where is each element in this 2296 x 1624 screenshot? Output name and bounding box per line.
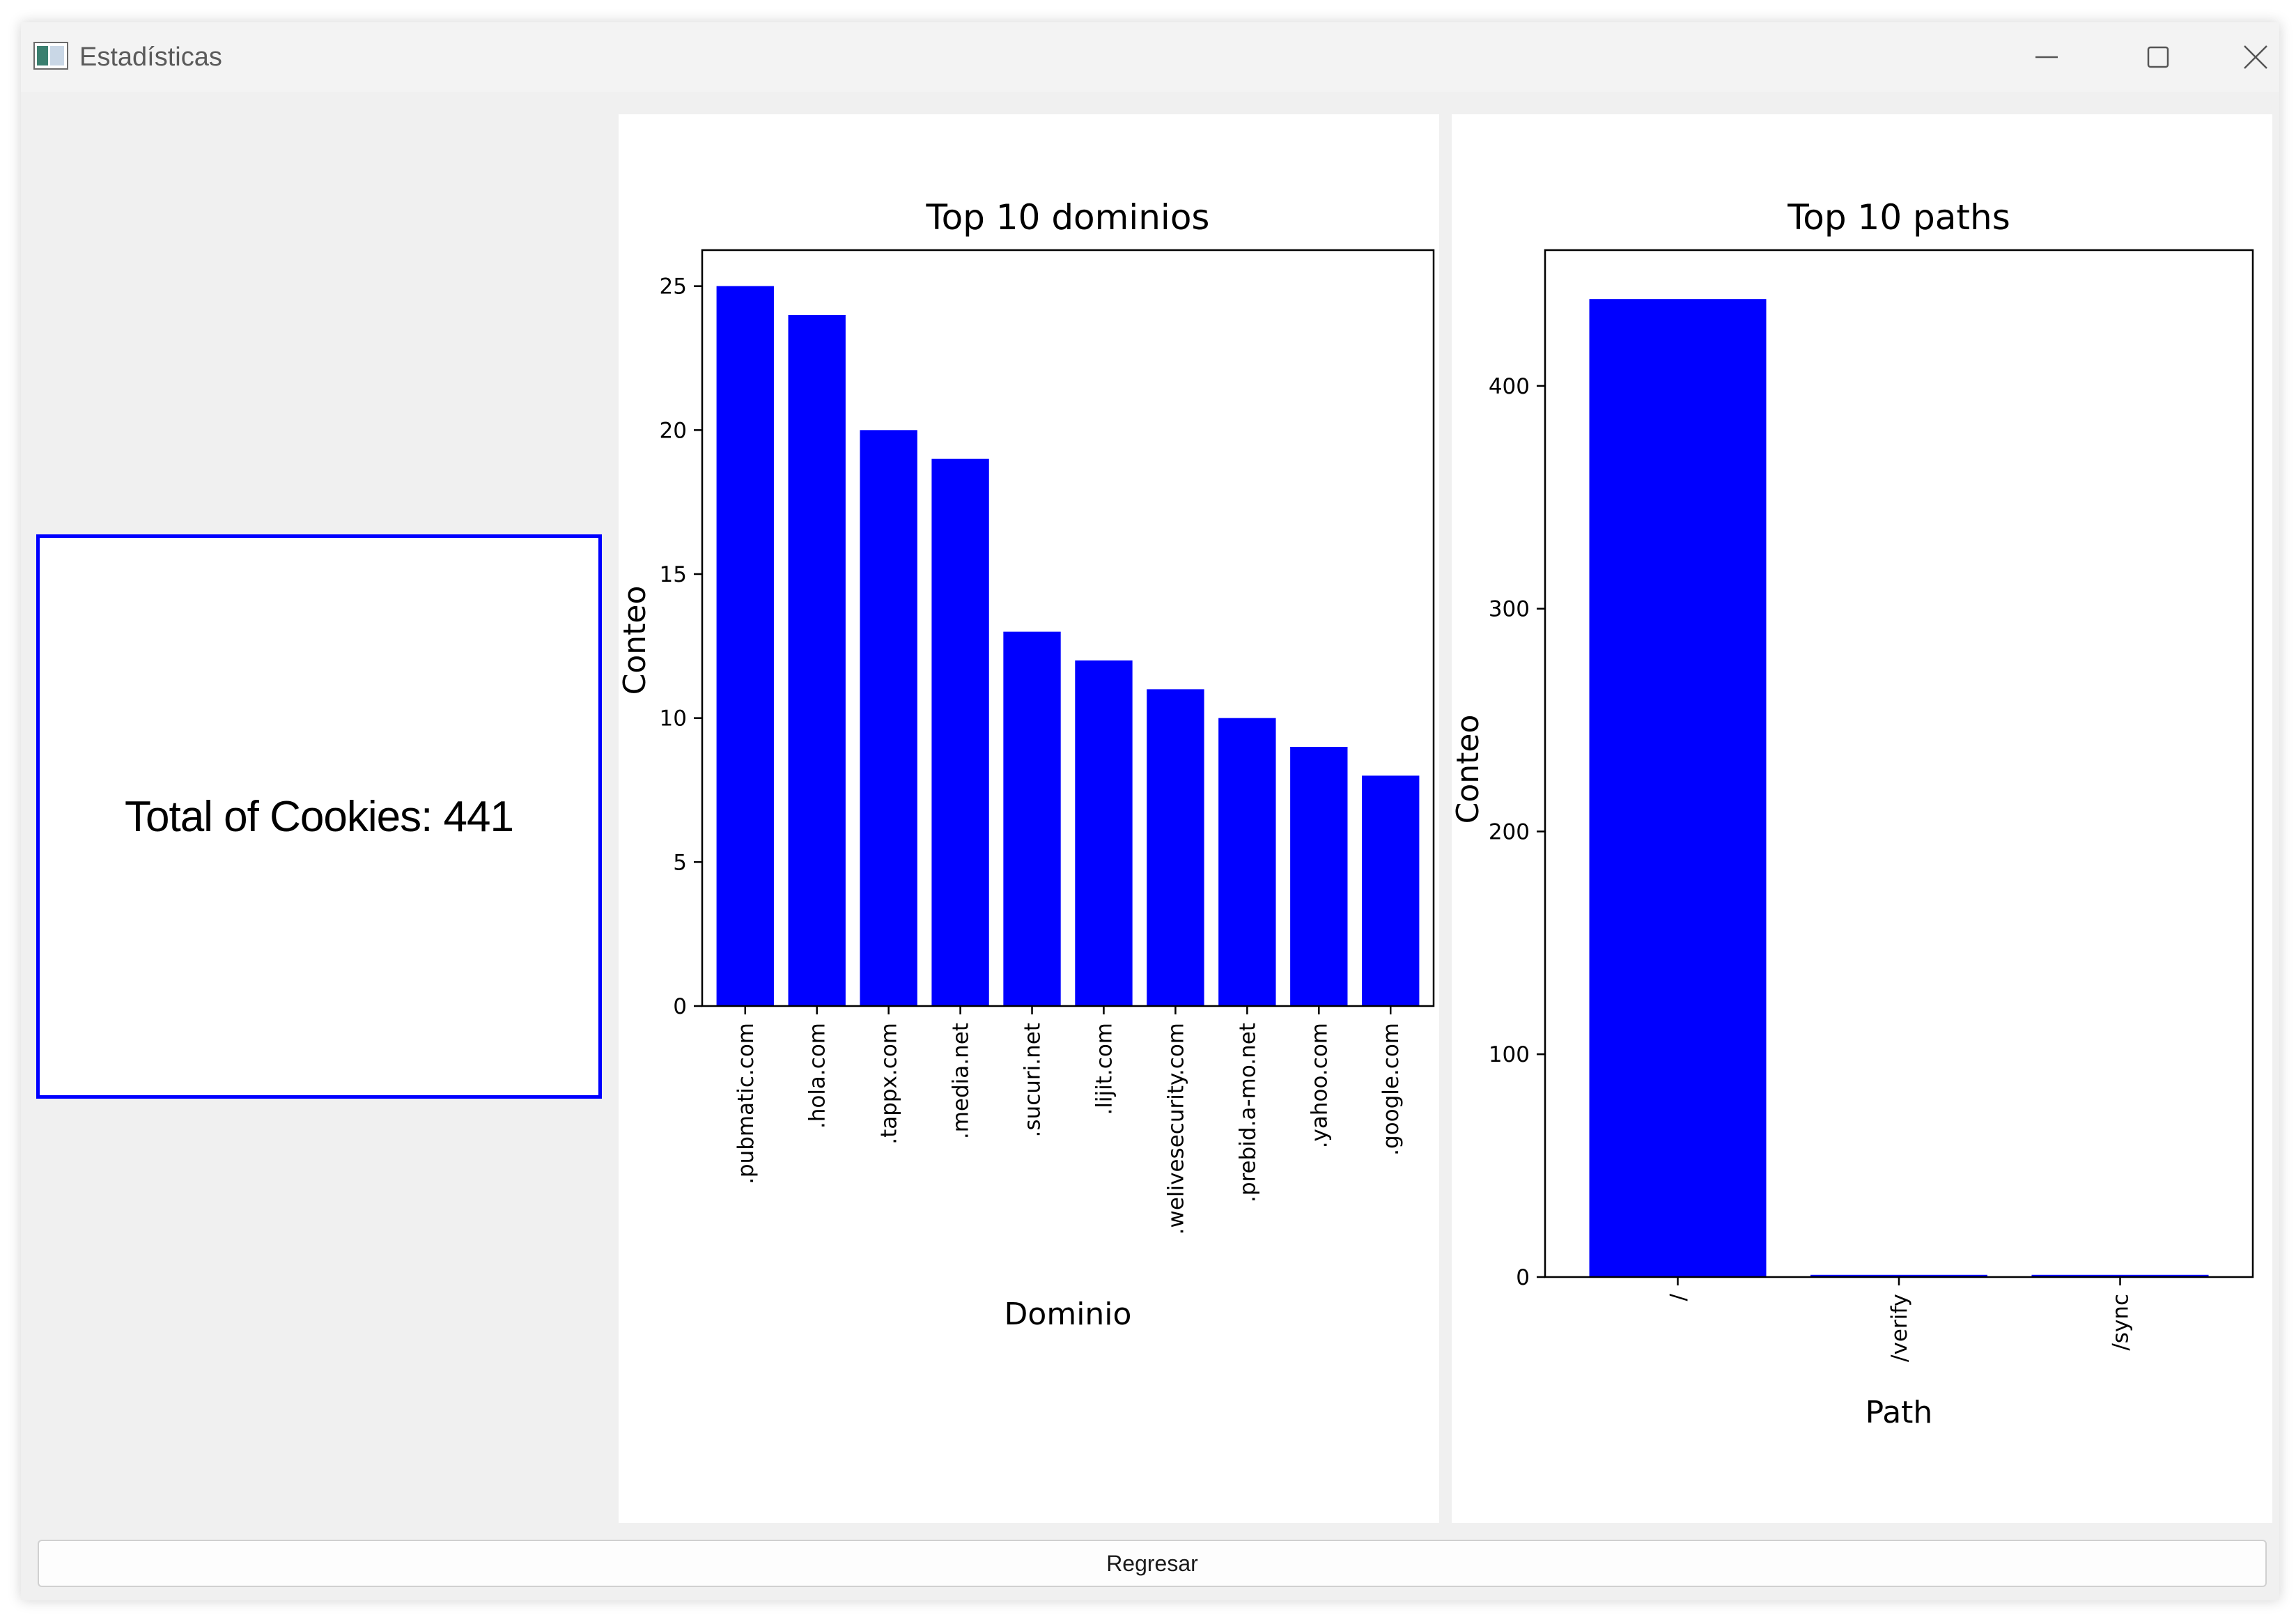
x-tick-label: .google.com [1379, 1023, 1404, 1156]
x-tick-label: .pubmatic.com [734, 1023, 759, 1184]
chart-bar [1003, 631, 1061, 1006]
chart-bar [2031, 1274, 2209, 1277]
x-tick-label: / [1666, 1293, 1691, 1301]
y-tick-label: 20 [660, 418, 687, 443]
chart-title: Top 10 dominios [926, 197, 1210, 238]
chart-bar [931, 458, 989, 1006]
chart-bar [1290, 747, 1348, 1006]
plot-frame [701, 249, 1435, 1007]
chart-bar [860, 430, 917, 1006]
minimize-button[interactable] [1991, 22, 2102, 92]
x-tick-label: .welivesecurity.com [1163, 1023, 1188, 1235]
title-bar: Estadísticas [21, 22, 2279, 92]
chart-bar [1075, 660, 1133, 1006]
chart-bar [1810, 1274, 1987, 1277]
close-button[interactable] [2200, 22, 2296, 92]
paths-chart-panel: Top 10 paths 0 100 200 300 400 / /verify/sync Pa… [1450, 114, 2272, 1523]
x-tick-label: /verify [1887, 1294, 1912, 1362]
x-tick-label: .lijit.com [1092, 1023, 1117, 1115]
x-tick-label: .hola.com [805, 1023, 830, 1129]
y-tick-label: 200 [1489, 819, 1530, 844]
app-icon [33, 42, 68, 70]
y-tick-label: 400 [1489, 374, 1530, 399]
x-axis-label: Dominio [1004, 1297, 1132, 1332]
y-tick-label: 300 [1489, 597, 1530, 622]
stats-window: Estadísticas Total of Cookies: 441 Top 1… [21, 22, 2279, 1600]
x-tick-label: .tappx.com [877, 1023, 902, 1145]
x-tick-label: .yahoo.com [1307, 1023, 1332, 1148]
y-tick-label: 10 [660, 706, 687, 732]
y-tick-label: 0 [673, 994, 687, 1019]
domains-chart: Top 10 dominios 0 5 10 15 20 25 .pubmatic.com .h… [617, 197, 1435, 1332]
x-tick-label: .sucuri.net [1021, 1023, 1046, 1137]
chart-title: Top 10 paths [1787, 197, 2010, 238]
x-tick-label: /sync [2109, 1294, 2134, 1351]
minimize-icon [2035, 56, 2058, 59]
chart-bar [788, 315, 846, 1006]
chart-bar [1589, 299, 1767, 1278]
window-title: Estadísticas [79, 42, 222, 72]
y-tick-label: 0 [1516, 1265, 1530, 1290]
y-tick-label: 100 [1489, 1042, 1530, 1067]
back-button[interactable]: Regresar [38, 1540, 2267, 1587]
y-axis-label: Conteo [619, 586, 653, 695]
maximize-button[interactable] [2102, 22, 2214, 92]
x-tick-label: .prebid.a-mo.net [1235, 1023, 1260, 1202]
chart-bar [1218, 718, 1276, 1006]
y-axis-label: Conteo [1452, 715, 1486, 824]
y-tick-label: 5 [673, 850, 687, 875]
maximize-icon [2147, 46, 2169, 68]
chart-bar [716, 286, 774, 1006]
total-cookies-box: Total of Cookies: 441 [36, 534, 602, 1099]
y-tick-label: 25 [660, 274, 687, 300]
y-tick-label: 15 [660, 562, 687, 587]
x-axis-label: Path [1866, 1395, 1933, 1430]
domains-chart-panel: Top 10 dominios 0 5 10 15 20 25 .pubmatic.com .h… [617, 114, 1439, 1523]
total-cookies-label: Total of Cookies: 441 [124, 792, 514, 841]
chart-bar [1362, 775, 1420, 1006]
paths-chart: Top 10 paths 0 100 200 300 400 / /verify/sync Pa… [1450, 197, 2254, 1430]
close-icon [2244, 45, 2267, 69]
chart-bar [1147, 689, 1204, 1006]
x-tick-label: .media.net [949, 1023, 974, 1139]
